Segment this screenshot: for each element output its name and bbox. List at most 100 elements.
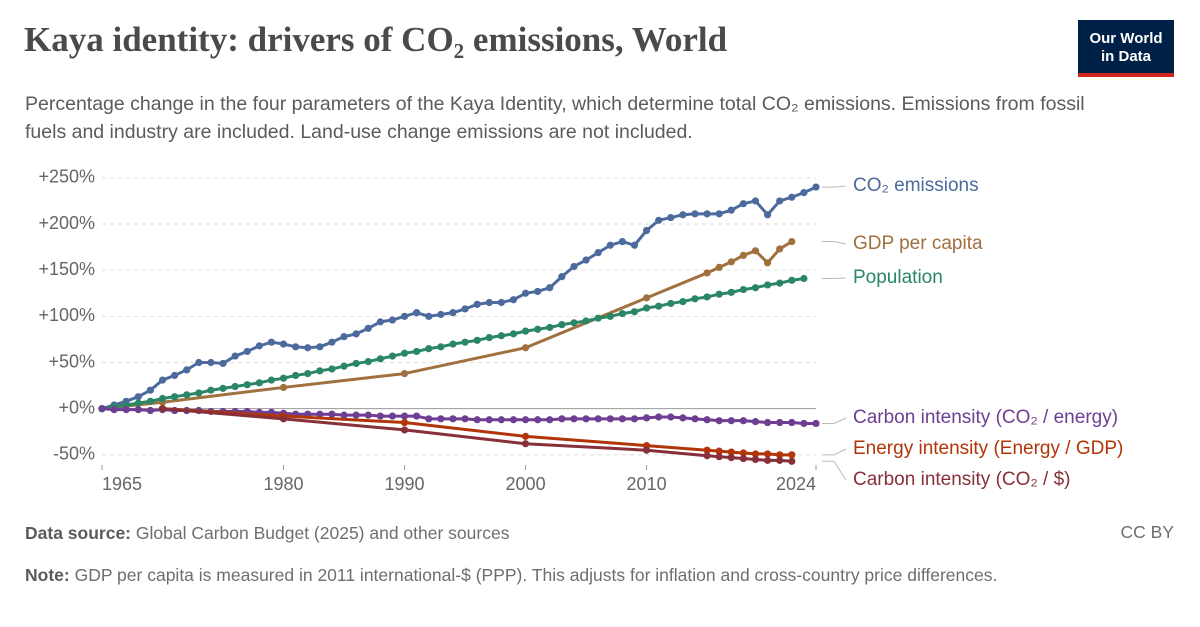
data-point — [267, 376, 276, 384]
data-point — [594, 249, 602, 257]
data-point — [255, 379, 263, 387]
x-tick-label: 1965 — [102, 474, 142, 494]
data-point — [667, 413, 675, 421]
data-point — [703, 293, 711, 301]
note: GDP per capita is measured in 2011 inter… — [74, 565, 998, 585]
data-point — [715, 210, 723, 218]
data-point — [279, 415, 288, 423]
data-point — [751, 284, 760, 292]
y-tick-label: -50% — [53, 444, 95, 464]
data-point — [691, 295, 699, 303]
data-point — [521, 344, 530, 352]
data-point — [534, 416, 542, 424]
data-point — [388, 352, 397, 360]
logo[interactable]: Our World in Data — [1078, 20, 1174, 77]
data-point — [642, 226, 651, 235]
x-tick-label: 2010 — [627, 474, 667, 494]
data-point — [558, 415, 566, 423]
data-point — [473, 300, 481, 308]
source-line: Data source: Global Carbon Budget (2025)… — [25, 522, 1085, 544]
data-point — [183, 391, 191, 399]
data-point — [292, 343, 300, 351]
data-point — [703, 269, 711, 277]
data-point — [364, 411, 372, 419]
data-point — [400, 349, 409, 357]
data-point — [437, 343, 445, 351]
data-point — [449, 415, 457, 423]
data-point — [461, 338, 469, 346]
data-point — [98, 405, 106, 413]
data-point — [352, 330, 360, 338]
legend-label: CO₂ emissions — [853, 175, 979, 196]
data-point — [316, 367, 324, 375]
data-point — [328, 338, 336, 346]
label-connector — [822, 185, 847, 188]
data-point — [413, 412, 421, 420]
data-point — [570, 415, 578, 423]
y-tick-label: +50% — [48, 351, 95, 371]
source-label: Data source: — [25, 523, 132, 543]
data-point — [146, 397, 155, 405]
data-point — [655, 302, 663, 310]
data-point — [195, 358, 203, 367]
data-point — [413, 309, 421, 317]
data-point — [509, 330, 518, 338]
data-point — [158, 394, 167, 403]
data-point — [304, 344, 312, 352]
data-point — [727, 258, 735, 266]
data-point — [352, 359, 360, 368]
data-point — [570, 262, 578, 271]
data-point — [279, 340, 288, 348]
data-point — [751, 418, 760, 426]
data-point — [207, 358, 215, 367]
data-point — [582, 317, 590, 325]
data-point — [630, 415, 639, 423]
data-point — [521, 432, 530, 440]
data-point — [255, 342, 263, 350]
chart-title: Kaya identity: drivers of CO₂ emissions,… — [24, 20, 728, 59]
data-point — [776, 451, 784, 459]
data-point — [497, 416, 505, 424]
data-point — [558, 273, 566, 281]
data-point — [582, 256, 590, 264]
data-point — [243, 381, 251, 389]
data-point — [231, 382, 239, 391]
data-point — [425, 345, 433, 353]
legend-label: Energy intensity (Energy / GDP) — [853, 438, 1123, 459]
data-point — [594, 415, 602, 423]
data-point — [800, 274, 808, 283]
legend-label: Carbon intensity (CO₂ / $) — [853, 469, 1071, 490]
data-point — [267, 338, 276, 346]
data-point — [534, 325, 542, 333]
data-point — [376, 318, 384, 326]
data-point — [400, 418, 409, 427]
data-point — [606, 241, 614, 249]
data-point — [304, 369, 312, 378]
data-point — [485, 298, 493, 307]
data-point — [316, 343, 324, 351]
data-point — [509, 296, 518, 304]
data-point — [497, 298, 505, 307]
data-point — [727, 417, 735, 425]
data-point — [727, 454, 735, 462]
data-point — [243, 347, 251, 356]
data-point — [521, 289, 530, 297]
data-point — [364, 357, 372, 366]
data-point — [521, 416, 530, 424]
data-point — [739, 285, 747, 294]
data-point — [606, 415, 614, 423]
data-point — [546, 416, 554, 424]
data-point — [715, 290, 723, 298]
data-point — [642, 294, 651, 302]
series-line — [101, 240, 793, 411]
data-point — [279, 374, 288, 382]
data-point — [449, 309, 457, 317]
data-point — [715, 447, 723, 455]
data-point — [776, 456, 784, 464]
data-point — [606, 312, 614, 320]
data-point — [739, 417, 747, 425]
data-point — [691, 210, 699, 218]
license[interactable]: CC BY — [1120, 522, 1174, 542]
data-point — [219, 384, 227, 392]
data-point — [751, 247, 760, 255]
